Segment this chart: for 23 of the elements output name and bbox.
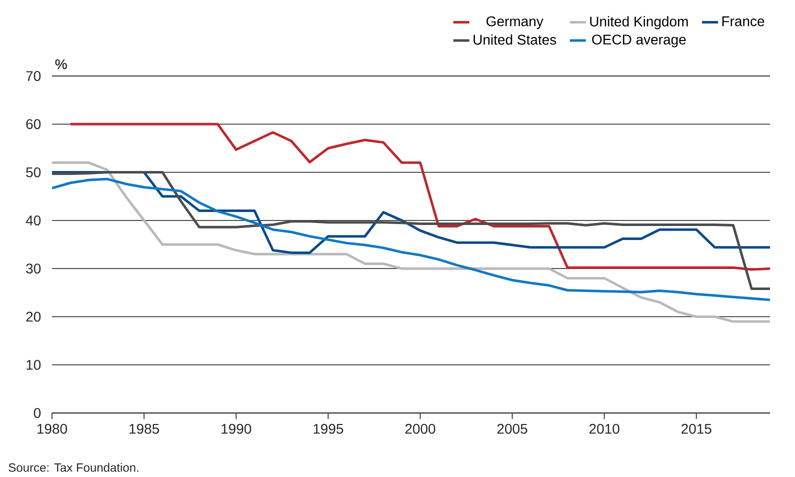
x-tick-label: 1985 <box>130 424 160 434</box>
legend-label: United Kingdom <box>590 16 688 30</box>
x-tick-label: 1995 <box>314 424 344 434</box>
y-axis-title: % <box>55 59 67 70</box>
x-tick-label: 1980 <box>37 424 68 434</box>
legend-label: Germany <box>486 16 544 30</box>
x-tick-label: 2010 <box>589 424 620 434</box>
y-tick-label: 30 <box>26 264 41 274</box>
y-tick-label: 60 <box>26 119 41 130</box>
legend-label: United States <box>474 34 556 45</box>
x-tick-label: 2005 <box>497 424 528 434</box>
y-tick-label: 70 <box>26 71 41 81</box>
y-tick-label: 50 <box>26 167 41 178</box>
legend-label: France <box>722 16 764 26</box>
x-tick-label: 1990 <box>222 424 252 434</box>
legend-label: OECD average <box>592 34 686 48</box>
y-tick-label: 0 <box>34 408 41 418</box>
y-tick-label: 40 <box>26 215 41 226</box>
x-tick-label: 2015 <box>682 424 712 434</box>
y-tick-label: 20 <box>26 312 41 322</box>
source-note: Source: Tax Foundation. <box>8 462 138 472</box>
y-tick-label: 10 <box>26 360 41 370</box>
x-tick-label: 2000 <box>405 424 436 434</box>
